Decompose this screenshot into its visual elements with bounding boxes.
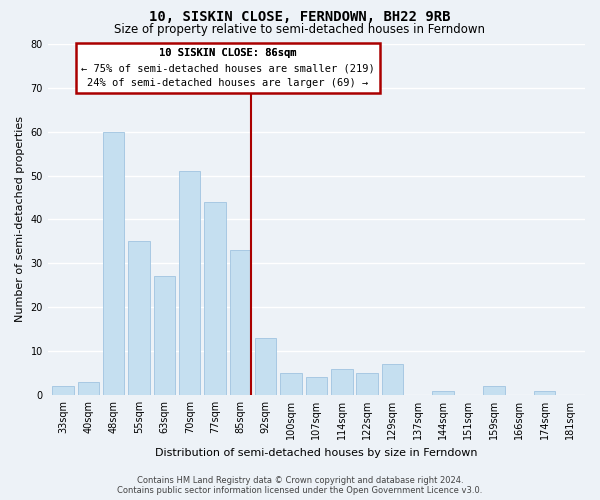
Bar (179, 171, 200, 395)
Bar (255, 338, 277, 395)
Text: 10 SISKIN CLOSE: 86sqm: 10 SISKIN CLOSE: 86sqm (159, 48, 296, 58)
Bar (154, 276, 175, 395)
Bar (331, 368, 353, 395)
Bar (128, 242, 150, 395)
Bar (533, 390, 555, 395)
Text: 10 SISKIN CLOSE: 86sqm
← 75% of semi-detached houses are smaller (219)
24% of se: 10 SISKIN CLOSE: 86sqm ← 75% of semi-det… (81, 48, 374, 88)
Text: Contains HM Land Registry data © Crown copyright and database right 2024.
Contai: Contains HM Land Registry data © Crown c… (118, 476, 482, 495)
Bar (483, 386, 505, 395)
Bar (103, 132, 124, 395)
Bar (433, 390, 454, 395)
Text: 10, SISKIN CLOSE, FERNDOWN, BH22 9RB: 10, SISKIN CLOSE, FERNDOWN, BH22 9RB (149, 10, 451, 24)
Bar (204, 202, 226, 395)
Bar (382, 364, 403, 395)
Bar (52, 386, 74, 395)
Bar (230, 250, 251, 395)
Y-axis label: Number of semi-detached properties: Number of semi-detached properties (15, 116, 25, 322)
Bar (280, 373, 302, 395)
X-axis label: Distribution of semi-detached houses by size in Ferndown: Distribution of semi-detached houses by … (155, 448, 478, 458)
Text: Size of property relative to semi-detached houses in Ferndown: Size of property relative to semi-detach… (115, 22, 485, 36)
Bar (356, 373, 378, 395)
Bar (77, 382, 99, 395)
Bar (305, 378, 327, 395)
